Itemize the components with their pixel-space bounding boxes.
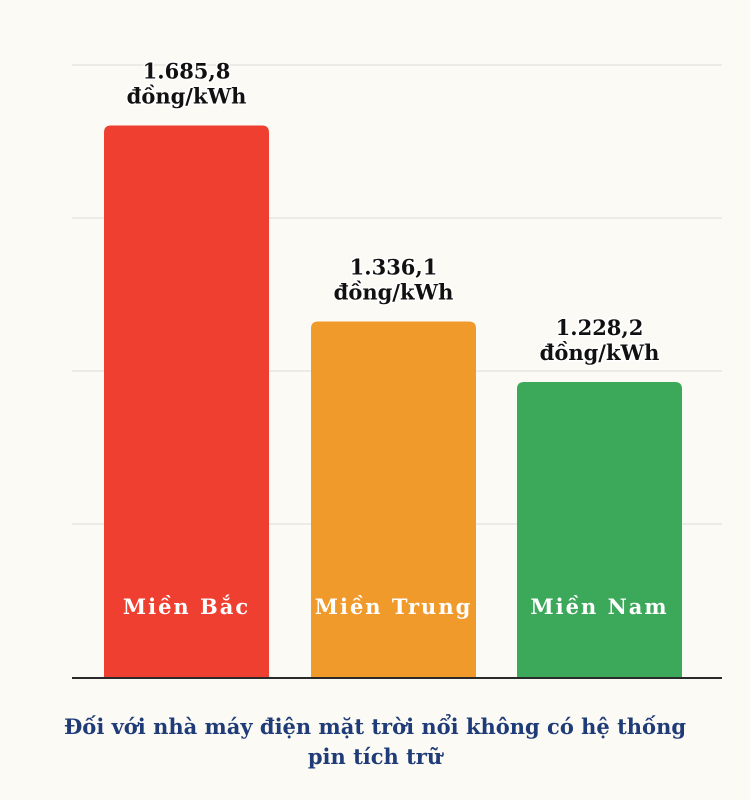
unit-label-3: đồng/kWh <box>540 340 660 365</box>
category-label-1: Miền Bắc <box>123 594 250 619</box>
caption-line-1: Đối với nhà máy điện mặt trời nổi không … <box>63 714 687 739</box>
chart-caption: Đối với nhà máy điện mặt trời nổi không … <box>0 712 750 772</box>
value-label-3: 1.228,2 <box>556 315 644 340</box>
bars <box>104 125 682 678</box>
bar-1 <box>104 125 269 678</box>
caption-line-2: pin tích trữ <box>307 744 443 769</box>
bar-2 <box>311 321 476 678</box>
value-label-1: 1.685,8 <box>143 58 231 83</box>
category-label-3: Miền Nam <box>530 594 668 619</box>
unit-label-2: đồng/kWh <box>334 279 454 304</box>
unit-label-1: đồng/kWh <box>127 83 247 108</box>
bar-3 <box>517 381 682 678</box>
value-label-2: 1.336,1 <box>350 254 438 279</box>
category-label-2: Miền Trung <box>315 594 473 619</box>
